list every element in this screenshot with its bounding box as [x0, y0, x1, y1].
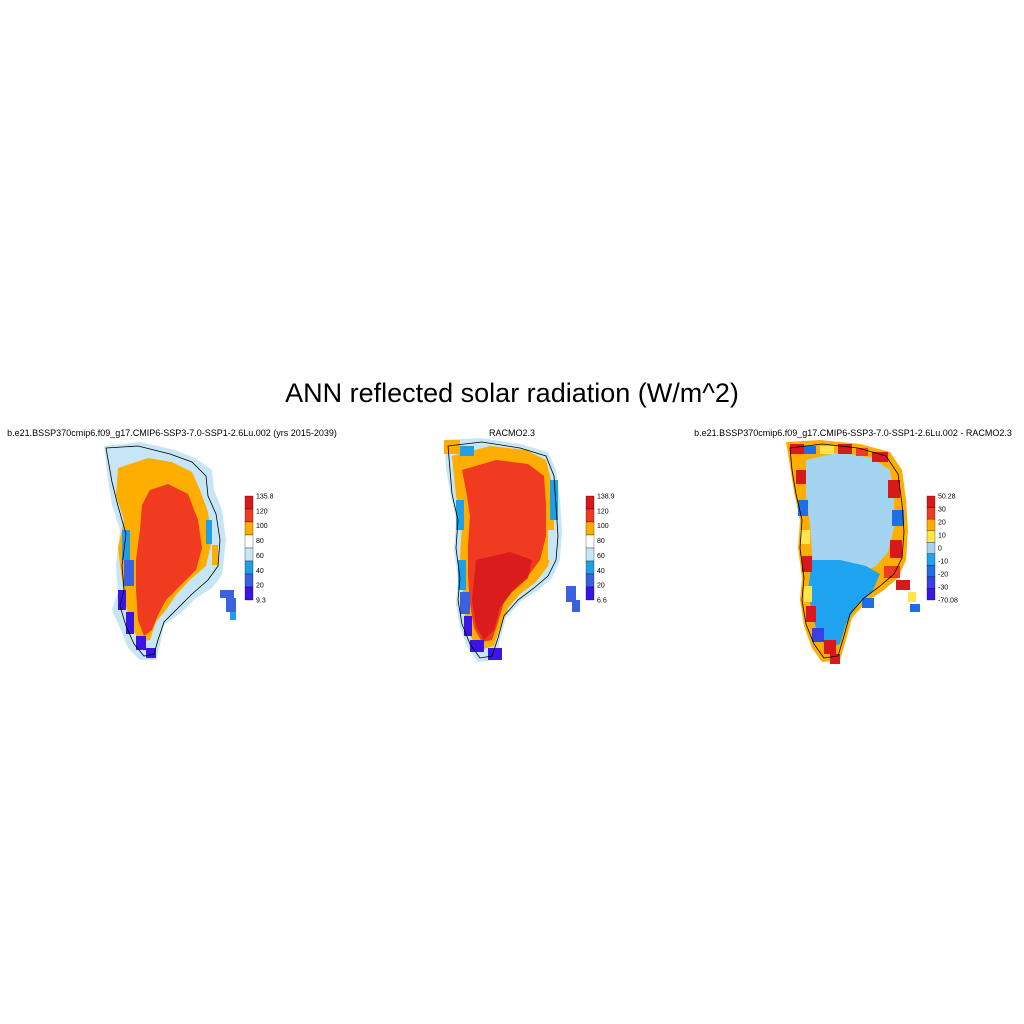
map-panel-racmo	[444, 438, 580, 662]
field-negative	[808, 560, 880, 648]
colorbar-swatch	[585, 495, 595, 510]
edge-cells	[790, 444, 920, 664]
coast-blue-cells	[444, 440, 580, 660]
colorbar-swatch	[585, 521, 595, 536]
colorbar-label: 6.6	[597, 598, 607, 605]
colorbar-label: 138.9	[597, 494, 615, 501]
colorbar-label: 40	[256, 568, 264, 575]
colorbar-swatch	[585, 560, 595, 575]
colorbar-swatch	[585, 508, 595, 523]
panel-title-racmo: RACMO2.3	[488, 428, 536, 438]
colorbar-swatch	[244, 495, 254, 510]
colorbar-swatch	[585, 547, 595, 562]
colorbar-swatch	[585, 534, 595, 549]
colorbar-model: 135.8 120 100 80 60 40 20 9.3	[244, 494, 274, 605]
figure-title: ANN reflected solar radiation (W/m^2)	[285, 378, 739, 408]
field-top-zone	[472, 552, 532, 640]
colorbar-label: 100	[256, 523, 268, 530]
colorbar-label: 135.8	[256, 494, 274, 501]
colorbar-swatch	[926, 518, 936, 531]
panel-title-model: b.e21.BSSP370cmip6.f09_g17.CMIP6-SSP3-7.…	[7, 428, 337, 438]
colorbar-swatch	[926, 553, 936, 566]
colorbar-label: 50.28	[938, 494, 956, 501]
colorbar-swatch	[926, 495, 936, 508]
colorbar-label: 40	[597, 568, 605, 575]
colorbar-swatch	[926, 507, 936, 520]
panel-title-difference: b.e21.BSSP370cmip6.f09_g17.CMIP6-SSP3-7.…	[694, 428, 1012, 438]
colorbar-label: 0	[938, 546, 942, 553]
coastline	[447, 441, 559, 659]
map-panel-difference	[786, 440, 920, 664]
colorbar-swatch	[244, 508, 254, 523]
colorbar-label: 20	[938, 520, 946, 527]
colorbar-label: 60	[597, 553, 605, 560]
colorbar-label: 100	[597, 523, 609, 530]
coast-blue-cells	[118, 520, 236, 658]
colorbar-swatch	[585, 573, 595, 588]
colorbar-swatch	[244, 534, 254, 549]
colorbar-label: -30	[938, 585, 948, 592]
coastline	[789, 443, 905, 659]
colorbar-label: -70.08	[938, 598, 958, 605]
colorbar-swatch	[926, 542, 936, 554]
colorbar-label: -20	[938, 572, 948, 579]
field-high-zone	[136, 484, 202, 636]
colorbar-label: 120	[256, 508, 268, 515]
colorbar-swatch	[244, 573, 254, 588]
colorbar-swatch	[926, 576, 936, 589]
colorbar-label: 80	[597, 538, 605, 545]
colorbar-difference: 50.28 30 20 10 0 -10 -20 -30 -70.08	[926, 494, 958, 605]
colorbar-label: 20	[597, 583, 605, 590]
colorbar-label: 9.3	[256, 598, 266, 605]
colorbar-swatch	[585, 586, 595, 601]
colorbar-label: 20	[256, 583, 264, 590]
colorbar-racmo: 138.9 120 100 80 60 40 20 6.6	[585, 494, 615, 605]
colorbar-label: 10	[938, 533, 946, 540]
colorbar-swatch	[926, 530, 936, 543]
colorbar-label: -10	[938, 559, 948, 566]
map-panel-model	[104, 442, 236, 660]
colorbar-label: 60	[256, 553, 264, 560]
colorbar-swatch	[244, 521, 254, 536]
colorbar-swatch	[926, 588, 936, 601]
colorbar-swatch	[244, 547, 254, 562]
colorbar-swatch	[244, 560, 254, 575]
coastline	[105, 445, 221, 657]
colorbar-label: 120	[597, 508, 609, 515]
colorbar-swatch	[926, 565, 936, 578]
colorbar-label: 30	[938, 507, 946, 514]
field-near-zero	[806, 452, 894, 584]
colorbar-swatch	[244, 586, 254, 601]
colorbar-label: 80	[256, 538, 264, 545]
